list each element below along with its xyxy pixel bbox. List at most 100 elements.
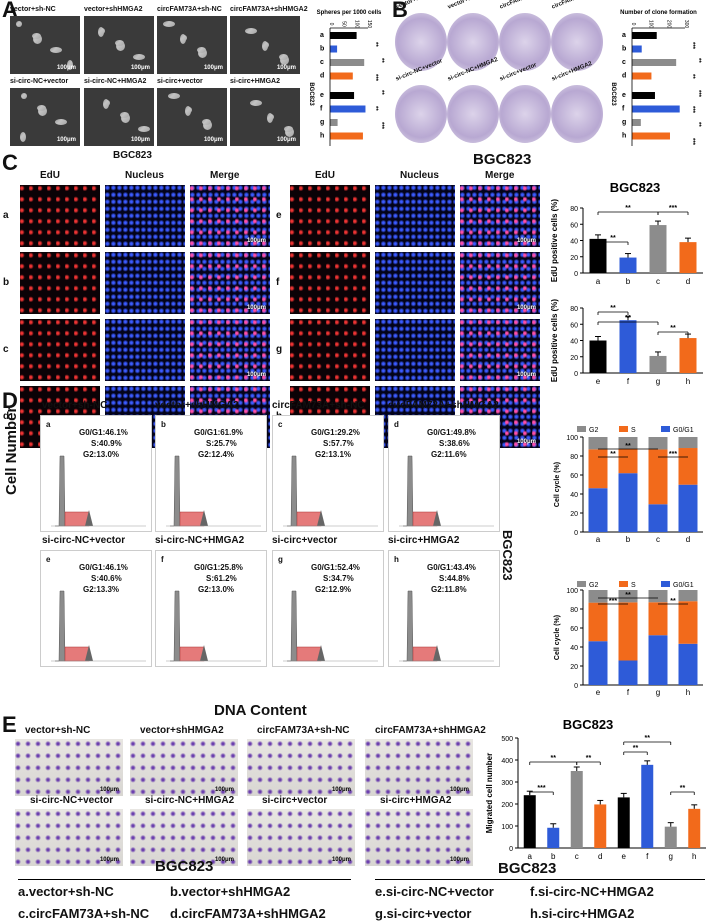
tick-label: 0 <box>574 683 578 690</box>
g0g1-value: G0/G1:25.8% <box>194 563 243 572</box>
panel-e-title: si-circ+HMGA2 <box>380 795 452 806</box>
legend-swatch <box>619 426 628 432</box>
sig-mark: ** <box>610 451 616 458</box>
g2-peak <box>433 645 441 661</box>
bar <box>330 45 338 53</box>
tick-label: 80 <box>570 206 578 213</box>
row-letter: a <box>3 210 9 221</box>
panel-a-title: si-circ-NC+vector <box>10 78 69 85</box>
tick-label: 0 <box>574 371 578 378</box>
transwell-image: 100μm <box>247 809 355 866</box>
s-value: S:38.6% <box>439 439 470 448</box>
g0g1-value: G0/G1:43.4% <box>427 563 476 572</box>
stacked-segment <box>618 590 638 603</box>
g0g1-value: G0/G1:46.1% <box>79 563 128 572</box>
g2-value: G2:13.1% <box>315 450 352 459</box>
fluorescence-image: 100μm <box>460 185 540 247</box>
s-value: S:34.7% <box>323 574 354 583</box>
category-label: h <box>692 852 696 861</box>
s-phase-area <box>412 511 438 527</box>
sig-mark: ** <box>372 42 378 47</box>
sig-mark: ** <box>610 305 616 312</box>
d-y-axis-label: Cell Number <box>3 406 20 495</box>
panel-b-title: vector+shHMGA2 <box>447 0 496 11</box>
bar-letter: d <box>622 73 626 80</box>
footer-b: b.vector+shHMGA2 <box>170 884 291 899</box>
g0g1-value: G0/G1:61.9% <box>194 428 243 437</box>
g0g1-peak <box>287 455 298 527</box>
flow-histogram: f G0/G1:25.8% S:61.2% G2:13.0% <box>155 550 267 667</box>
footer-g: g.si-circ+vector <box>375 906 472 921</box>
hist-letter: c <box>278 420 283 429</box>
panel-a-title: si-circ+vector <box>157 78 203 85</box>
tick-label: 60 <box>570 222 578 229</box>
s-phase-area <box>412 646 438 662</box>
tick-label: 100 <box>353 20 359 29</box>
scale-bar-label: 100μm <box>516 372 536 378</box>
bar <box>688 808 701 848</box>
hist-letter: f <box>161 555 164 564</box>
tick-label: 50 <box>341 21 347 27</box>
bar <box>617 797 630 848</box>
tick-label: 500 <box>501 736 513 743</box>
sig-mark: *** <box>695 90 701 98</box>
g2-value: G2:13.0% <box>198 585 235 594</box>
sig-mark: *** <box>689 138 695 146</box>
sig-mark: ** <box>610 235 616 242</box>
chart-ylabel: Migrated cell number <box>485 753 494 833</box>
stacked-segment <box>678 590 698 602</box>
tick-label: 60 <box>570 626 578 633</box>
s-value: S:57.7% <box>323 439 354 448</box>
fluorescence-image <box>290 252 370 314</box>
footer-d: d.circFAM73A+shHMGA2 <box>170 906 326 921</box>
sig-mark: ** <box>372 106 378 111</box>
chart-side-label: BGC823 <box>308 82 314 106</box>
tick-label: 200 <box>665 20 671 29</box>
g2-peak <box>85 645 93 661</box>
bar <box>632 132 670 140</box>
scale-bar-label: 100μm <box>130 65 150 71</box>
g0g1-value: G0/G1:46.1% <box>79 428 128 437</box>
tick-label: 40 <box>570 645 578 652</box>
panel-a-micrograph: 100μm <box>10 16 80 74</box>
scale-bar-label: 100μm <box>331 857 351 863</box>
flow-histogram: g G0/G1:52.4% S:34.7% G2:12.9% <box>272 550 384 667</box>
s-value: S:40.6% <box>91 574 122 583</box>
s-value: S:61.2% <box>206 574 237 583</box>
fluorescence-image <box>105 252 185 314</box>
stacked-segment <box>588 602 608 642</box>
g0g1-peak <box>170 590 181 662</box>
fluorescence-image: 100μm <box>460 252 540 314</box>
tick-label: 20 <box>570 355 578 362</box>
bar <box>330 92 355 99</box>
sig-mark: ** <box>633 745 639 752</box>
transwell-image: 100μm <box>365 739 473 796</box>
g2-peak <box>200 645 208 661</box>
panel-c-header: Nucleus <box>125 170 164 181</box>
scale-bar-label: 100μm <box>203 65 223 71</box>
bar-letter: b <box>622 46 626 53</box>
g0g1-peak <box>403 590 414 662</box>
fluorescence-image: 100μm <box>190 185 270 247</box>
panel-e-title: si-circ-NC+HMGA2 <box>145 795 235 806</box>
scale-bar-label: 100μm <box>516 305 536 311</box>
sig-mark: ** <box>625 443 631 450</box>
panel-e-cellline: BGC823 <box>155 858 214 875</box>
sig-mark: ** <box>670 325 676 332</box>
bar-letter: c <box>622 59 626 66</box>
colony-dish <box>447 13 499 71</box>
hist-title: vector+sh-NC <box>42 400 108 411</box>
scale-bar-label: 100μm <box>449 787 469 793</box>
category-label: d <box>686 277 690 286</box>
category-label: a <box>528 852 533 861</box>
tick-label: 0 <box>328 23 334 26</box>
panel-e-cellline-right: BGC823 <box>498 860 557 877</box>
sig-mark: *** <box>669 205 677 212</box>
stacked-segment <box>648 437 668 450</box>
flow-histogram: c G0/G1:29.2% S:57.7% G2:13.1% <box>272 415 384 532</box>
scale-bar-label: 100μm <box>246 305 266 311</box>
sig-mark: *** <box>689 42 695 50</box>
panel-c-header: Nucleus <box>400 170 439 181</box>
panel-a-micrograph: 100μm <box>157 16 227 74</box>
sig-mark: ** <box>695 122 701 127</box>
